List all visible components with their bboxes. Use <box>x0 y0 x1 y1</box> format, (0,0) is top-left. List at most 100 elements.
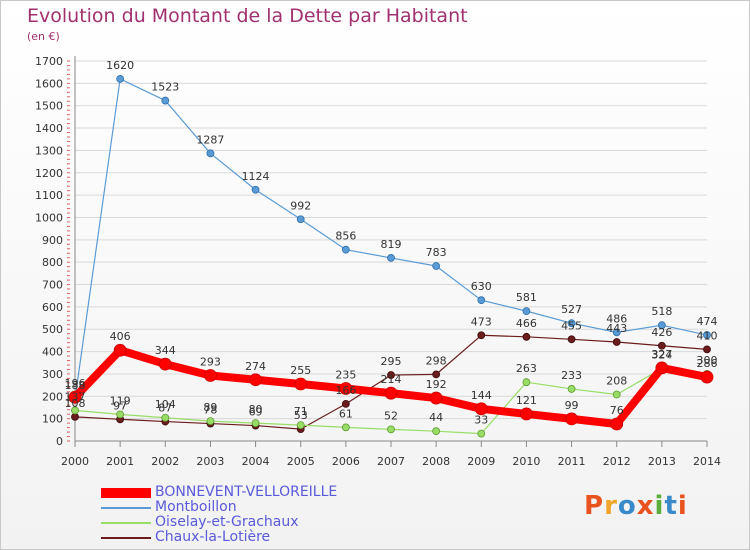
data-point-chaux <box>341 399 350 408</box>
chart-title: Evolution du Montant de la Dette par Hab… <box>27 5 468 27</box>
x-tick-label: 2005 <box>287 455 315 468</box>
logo-letter: i <box>677 491 688 521</box>
data-label-oiselay: 61 <box>339 407 353 420</box>
data-point-chaux <box>477 331 486 340</box>
y-tick-label: 600 <box>42 301 63 314</box>
data-label-bonnevent: 214 <box>381 373 402 386</box>
legend-swatch-chaux <box>101 537 151 539</box>
data-label-montboillon: 527 <box>561 303 582 316</box>
data-label-bonnevent: 406 <box>110 330 131 343</box>
data-point-montboillon <box>432 262 441 270</box>
data-point-bonnevent <box>565 412 578 426</box>
data-label-oiselay: 33 <box>474 414 488 427</box>
data-label-oiselay: 324 <box>651 349 672 362</box>
data-label-montboillon: 188 <box>65 379 86 392</box>
data-label-bonnevent: 344 <box>155 344 176 357</box>
data-label-bonnevent: 255 <box>290 364 311 377</box>
data-label-montboillon: 1287 <box>196 133 224 146</box>
data-label-chaux: 78 <box>203 404 217 417</box>
chart-subtitle: (en €) <box>27 30 60 43</box>
legend-label-chaux: Chaux-la-Lotière <box>155 529 271 545</box>
data-point-bonnevent <box>610 417 624 431</box>
data-point-oiselay <box>567 385 576 393</box>
data-label-bonnevent: 196 <box>65 377 86 390</box>
data-label-montboillon: 486 <box>606 312 627 325</box>
data-point-chaux <box>387 371 395 379</box>
y-tick-label: 100 <box>42 413 63 426</box>
data-point-chaux <box>703 345 711 354</box>
data-point-oiselay <box>477 429 486 438</box>
x-tick-label: 2014 <box>693 455 721 468</box>
y-tick-label: 900 <box>42 234 63 247</box>
data-label-chaux: 426 <box>651 326 672 339</box>
data-point-chaux <box>71 412 79 421</box>
data-point-oiselay <box>116 410 125 419</box>
x-tick-label: 2006 <box>332 455 360 468</box>
x-tick-label: 2000 <box>61 455 89 468</box>
y-tick-label: 1400 <box>35 122 63 135</box>
data-label-montboillon: 1620 <box>106 59 134 72</box>
data-label-bonnevent: 274 <box>245 360 266 373</box>
legend-label-montboillon: Montboillon <box>155 499 237 515</box>
logo-letter: r <box>604 491 618 521</box>
data-label-oiselay: 52 <box>384 409 398 422</box>
data-label-montboillon: 856 <box>335 230 356 243</box>
data-point-bonnevent <box>68 390 82 404</box>
data-point-montboillon <box>703 331 711 339</box>
data-label-montboillon: 1523 <box>151 81 179 94</box>
data-point-bonnevent <box>158 357 172 371</box>
x-tick-label: 2003 <box>196 455 224 468</box>
data-label-oiselay: 300 <box>697 354 718 367</box>
data-label-bonnevent: 192 <box>426 378 447 391</box>
x-tick-label: 2011 <box>558 455 586 468</box>
logo-letter: o <box>617 491 637 521</box>
data-label-bonnevent: 121 <box>516 394 537 407</box>
y-tick-label: 1600 <box>35 77 63 90</box>
y-tick-label: 1100 <box>35 189 63 202</box>
data-label-oiselay: 233 <box>561 369 582 382</box>
y-tick-label: 1700 <box>35 55 63 68</box>
data-label-montboillon: 518 <box>651 305 672 318</box>
x-tick-label: 2004 <box>242 455 270 468</box>
data-label-chaux: 443 <box>606 322 627 335</box>
data-label-chaux: 69 <box>249 406 263 419</box>
y-tick-label: 1000 <box>35 211 63 224</box>
data-label-bonnevent: 144 <box>471 389 492 402</box>
data-point-chaux <box>612 338 621 346</box>
data-point-chaux <box>567 335 576 344</box>
data-label-chaux: 108 <box>65 397 86 410</box>
data-point-bonnevent <box>429 391 443 405</box>
data-point-oiselay <box>71 406 79 415</box>
data-label-bonnevent: 99 <box>565 399 579 412</box>
data-label-bonnevent: 235 <box>335 368 356 381</box>
logo-letter: x <box>636 491 655 521</box>
data-point-bonnevent <box>700 370 714 384</box>
y-tick-label: 1300 <box>35 144 63 157</box>
data-point-bonnevent <box>474 402 488 416</box>
x-tick-label: 2008 <box>422 455 450 468</box>
data-label-chaux: 455 <box>561 319 582 332</box>
data-label-chaux: 166 <box>335 384 356 397</box>
data-label-oiselay: 80 <box>249 403 263 416</box>
data-point-chaux <box>432 370 441 379</box>
data-label-chaux: 410 <box>697 329 718 342</box>
proxiti-logo: Proxiti <box>584 491 688 521</box>
data-point-montboillon <box>387 254 395 262</box>
y-tick-label: 0 <box>56 435 63 448</box>
data-label-chaux: 295 <box>381 355 402 368</box>
x-tick-label: 2013 <box>648 455 676 468</box>
data-label-chaux: 53 <box>294 409 308 422</box>
data-label-montboillon: 474 <box>697 315 718 328</box>
data-point-montboillon <box>161 96 170 105</box>
x-tick-label: 2012 <box>603 455 631 468</box>
legend-label-bonnevent: BONNEVENT-VELLOREILLE <box>155 484 338 500</box>
x-tick-label: 2001 <box>106 455 134 468</box>
data-label-montboillon: 992 <box>290 199 311 212</box>
y-tick-label: 1500 <box>35 100 63 113</box>
data-point-oiselay <box>296 421 305 430</box>
data-point-bonnevent <box>204 369 217 382</box>
data-label-chaux: 87 <box>158 402 172 415</box>
data-label-oiselay: 71 <box>294 405 308 418</box>
data-label-chaux: 473 <box>471 315 492 328</box>
